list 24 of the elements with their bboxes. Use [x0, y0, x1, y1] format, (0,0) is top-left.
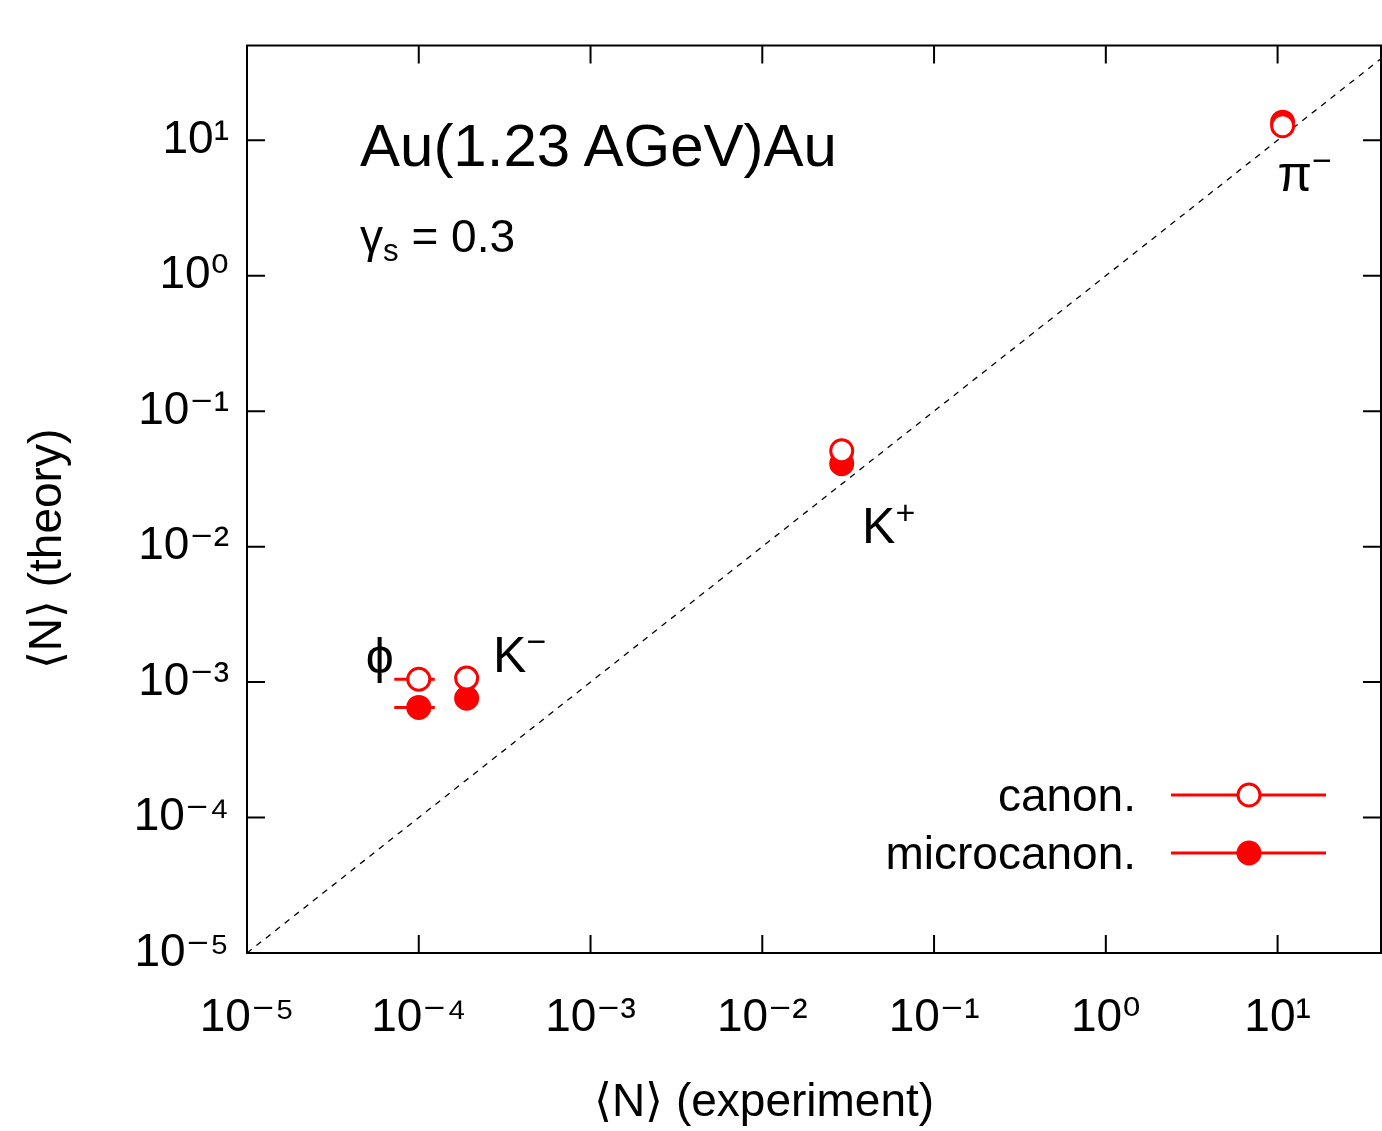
- annotation: K$^{−}$: [493, 622, 547, 684]
- annotation: ϕ: [365, 628, 394, 685]
- annotation: K$^{+}$: [862, 492, 916, 554]
- y-tick-label: 10⁻¹: [138, 381, 229, 434]
- x-tick-label: 10⁻³: [545, 989, 636, 1042]
- x-tick-label: 10⁻¹: [888, 989, 980, 1042]
- y-axis-title: ⟨N⟩ (theory): [19, 429, 71, 670]
- x-axis-title: ⟨N⟩ (experiment): [593, 1074, 935, 1126]
- annotation: Au(1.23 AGeV)Au: [360, 111, 837, 179]
- x-tick-label: 10⁻²: [716, 989, 808, 1042]
- y-tick-label: 10⁻⁵: [134, 923, 229, 976]
- y-tick-label: 10⁻²: [138, 517, 229, 570]
- x-tick-label: 10⁻⁴: [371, 989, 467, 1042]
- x-tick-label: 10⁰: [1071, 989, 1141, 1042]
- legend-label: microcanon.: [885, 827, 1136, 879]
- y-tick-label: 10⁻³: [138, 652, 229, 705]
- legend-label: canon.: [997, 769, 1136, 821]
- x-tick-label: 10⁻⁵: [199, 989, 295, 1042]
- y-tick-label: 10⁰: [159, 246, 229, 299]
- x-tick-label: 10¹: [1244, 989, 1311, 1042]
- y-tick-label: 10¹: [162, 110, 229, 163]
- annotation: γ$_{s}$ = 0.3: [360, 209, 516, 268]
- y-tick-label: 10⁻⁴: [133, 788, 229, 841]
- annotation: π$^{−}$: [1277, 141, 1332, 202]
